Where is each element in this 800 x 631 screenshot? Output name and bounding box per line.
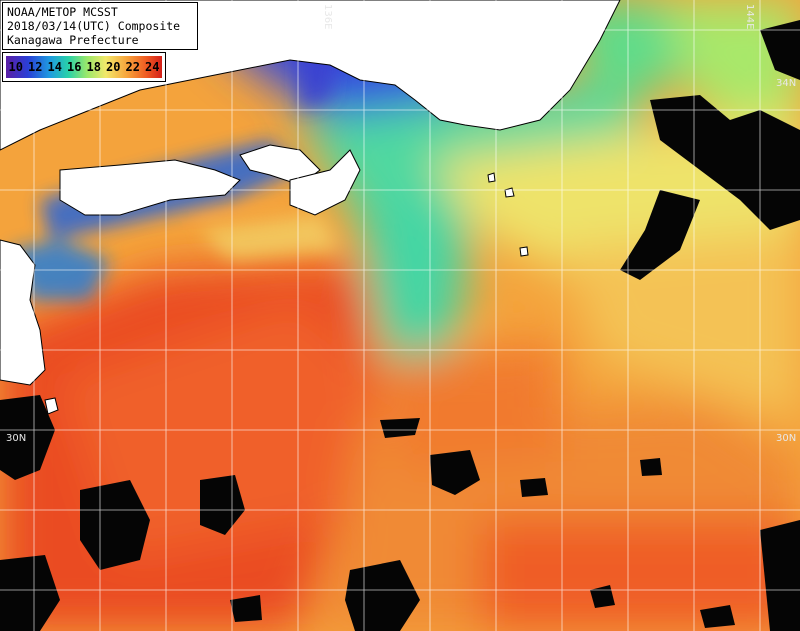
island-small-2	[504, 187, 515, 198]
legend-value-24: 24	[145, 60, 160, 74]
legend-value-14: 14	[47, 60, 62, 74]
latitude-label-30n-right: 30N	[776, 433, 797, 444]
legend-value-18: 18	[86, 60, 101, 74]
legend-value-16: 16	[67, 60, 82, 74]
legend-value-12: 12	[28, 60, 43, 74]
title-line-organization: Kanagawa Prefecture	[7, 33, 139, 47]
shikoku	[59, 159, 241, 216]
legend-value-20: 20	[106, 60, 121, 74]
title-block: NOAA/METOP MCSST 2018/03/14(UTC) Composi…	[2, 2, 198, 50]
island-small-4	[487, 172, 496, 183]
temperature-legend: 10 12 14 16 18 20 22 24	[2, 52, 166, 82]
cloud-patches	[0, 20, 800, 631]
legend-value-22: 22	[125, 60, 140, 74]
latitude-label-30n-left: 30N	[6, 433, 27, 444]
legend-value-10: 10	[8, 60, 23, 74]
legend-color-bar: 10 12 14 16 18 20 22 24	[6, 56, 162, 78]
latitude-label-34n-right: 34N	[776, 78, 797, 89]
title-line-source: NOAA/METOP MCSST	[7, 5, 118, 19]
island-small-1	[44, 397, 59, 415]
title-line-date: 2018/03/14(UTC) Composite	[7, 19, 181, 33]
island-small-3	[519, 246, 529, 257]
kii-peninsula	[289, 149, 361, 216]
longitude-label-136e: 136E	[322, 4, 333, 30]
longitude-label-144e: 144E	[744, 4, 755, 30]
